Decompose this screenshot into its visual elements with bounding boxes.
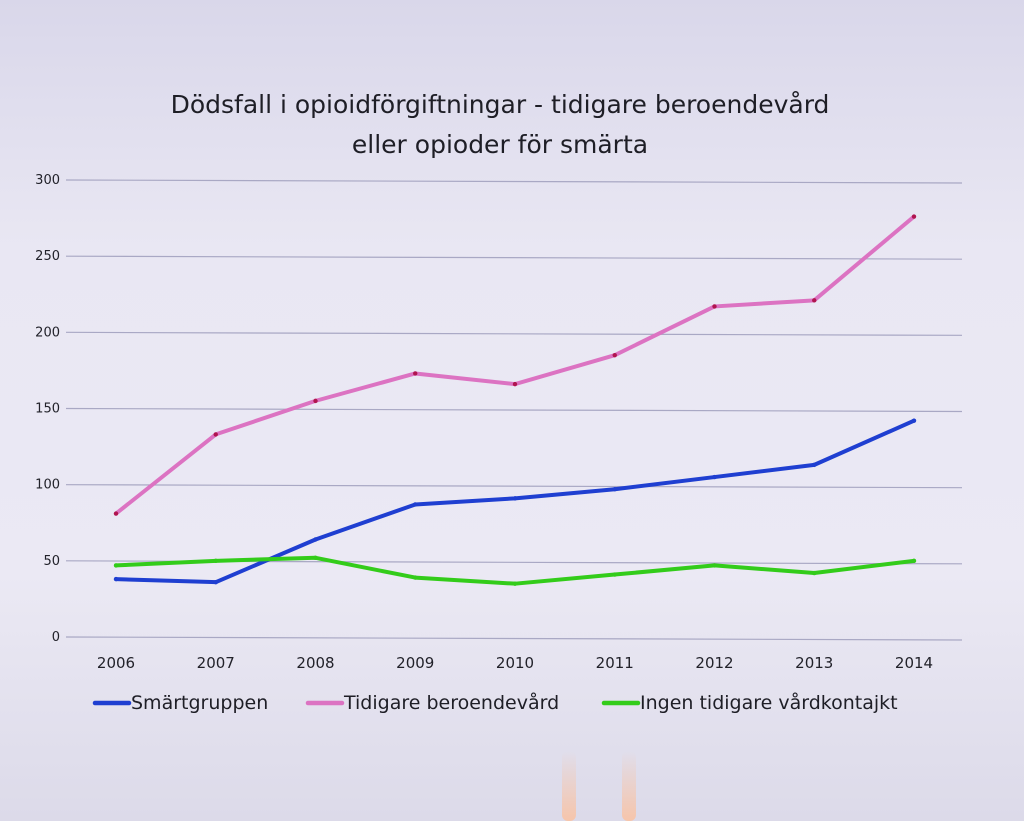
data-point: [113, 576, 119, 582]
data-point: [512, 581, 518, 586]
data-point: [213, 558, 218, 564]
data-point: [812, 462, 817, 468]
projector-glare: [622, 751, 636, 821]
gridline: [65, 407, 963, 413]
data-point: [712, 474, 717, 480]
data-point: [612, 572, 617, 577]
x-tick-label: 2012: [695, 654, 733, 672]
data-point: [911, 214, 917, 219]
data-point: [512, 496, 518, 501]
gridline: [65, 636, 963, 641]
y-tick-label: 0: [52, 630, 60, 645]
gridline: [65, 484, 963, 489]
x-axis-tick-labels: 2006 2007 2008 2009 2010 2011 2012 2013 2014: [97, 654, 933, 672]
gridline: [65, 179, 963, 184]
data-point: [812, 570, 817, 576]
data-point: [413, 502, 418, 507]
gridline: [65, 331, 963, 336]
data-point: [612, 352, 617, 358]
y-tick-label: 200: [35, 325, 60, 340]
legend: Smärtgruppen Tidigare beroendevård Ingen t…: [92, 691, 898, 714]
y-axis-tick-labels: 0 50 100 150 200 250 300: [35, 173, 60, 645]
x-tick-label: 2011: [596, 654, 634, 672]
series-line-2: [114, 555, 916, 586]
x-tick-label: 2009: [396, 654, 434, 672]
x-tick-label: 2014: [895, 654, 933, 672]
legend-label: Smärtgruppen: [131, 692, 268, 714]
gridlines: [65, 179, 963, 641]
x-tick-label: 2008: [296, 654, 334, 672]
data-point: [213, 579, 218, 585]
data-point: [113, 563, 119, 568]
x-tick-label: 2013: [795, 654, 833, 672]
legend-label: Tidigare beroendevård: [343, 691, 559, 714]
series-line-0: [114, 418, 916, 585]
data-point: [911, 418, 917, 423]
data-point: [213, 432, 218, 437]
data-point: [313, 537, 318, 542]
data-point: [113, 511, 119, 516]
data-point: [413, 575, 418, 580]
x-tick-label: 2010: [496, 654, 534, 672]
projector-glare: [562, 751, 576, 821]
y-tick-label: 50: [43, 554, 60, 569]
gridline: [65, 255, 963, 260]
data-point: [313, 555, 318, 560]
series-lines: [113, 214, 917, 586]
data-point: [512, 381, 518, 387]
data-point: [712, 304, 717, 309]
legend-label: Ingen tidigare vårdkontajkt: [640, 691, 898, 714]
y-tick-label: 150: [35, 402, 60, 417]
chart-title-line-1: Dödsfall i opioidförgiftningar - tidigar…: [170, 90, 830, 119]
data-point: [313, 398, 318, 404]
data-point: [911, 558, 917, 564]
y-tick-label: 300: [35, 173, 60, 188]
data-point: [612, 487, 617, 492]
y-tick-label: 250: [35, 249, 60, 264]
y-tick-label: 100: [35, 478, 60, 493]
chart-title-line-2: eller opioder för smärta: [351, 130, 649, 159]
data-point: [413, 371, 418, 376]
x-tick-label: 2006: [97, 654, 135, 672]
x-tick-label: 2007: [197, 654, 235, 672]
data-point: [712, 563, 717, 568]
data-point: [812, 298, 817, 303]
